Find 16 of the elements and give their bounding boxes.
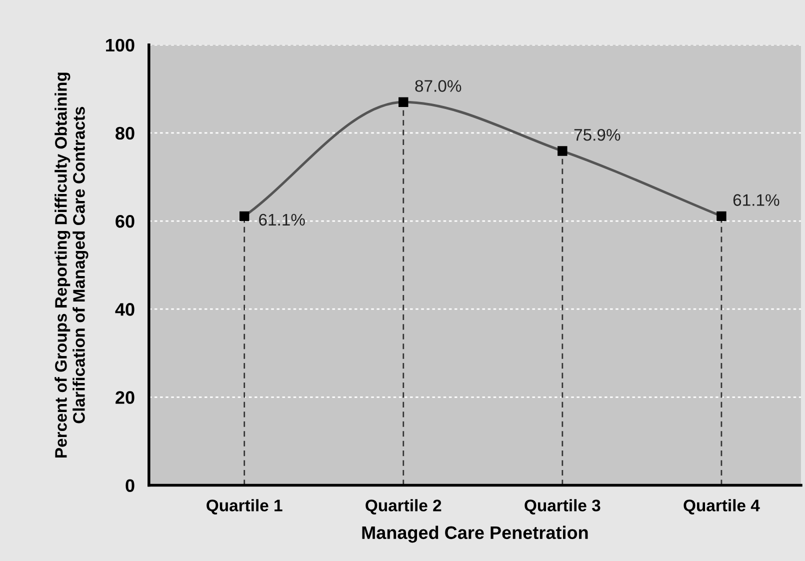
x-axis-title: Managed Care Penetration xyxy=(362,526,588,543)
y-tick-label: 80 xyxy=(116,126,134,140)
y-axis-title: Percent of Groups Reporting Difficulty Obtaining Clarification of Managed Care Contracts xyxy=(54,72,88,458)
y-tick-label: 0 xyxy=(126,479,134,492)
data-label: 61.1% xyxy=(733,194,780,206)
y-tick-label: 100 xyxy=(106,38,134,52)
x-tick-label: Quartile 4 xyxy=(684,499,760,515)
x-tick-label: Quartile 2 xyxy=(366,499,442,515)
y-tick-label: 60 xyxy=(116,214,134,228)
x-tick-label: Quartile 3 xyxy=(524,499,600,515)
y-tick-label: 40 xyxy=(115,303,134,316)
x-tick-label: Quartile 1 xyxy=(206,499,282,515)
data-label: 61.1% xyxy=(259,214,305,226)
y-tick-label: 20 xyxy=(116,391,134,404)
data-label: 87.0% xyxy=(415,80,462,92)
data-label: 75.9% xyxy=(574,128,620,141)
